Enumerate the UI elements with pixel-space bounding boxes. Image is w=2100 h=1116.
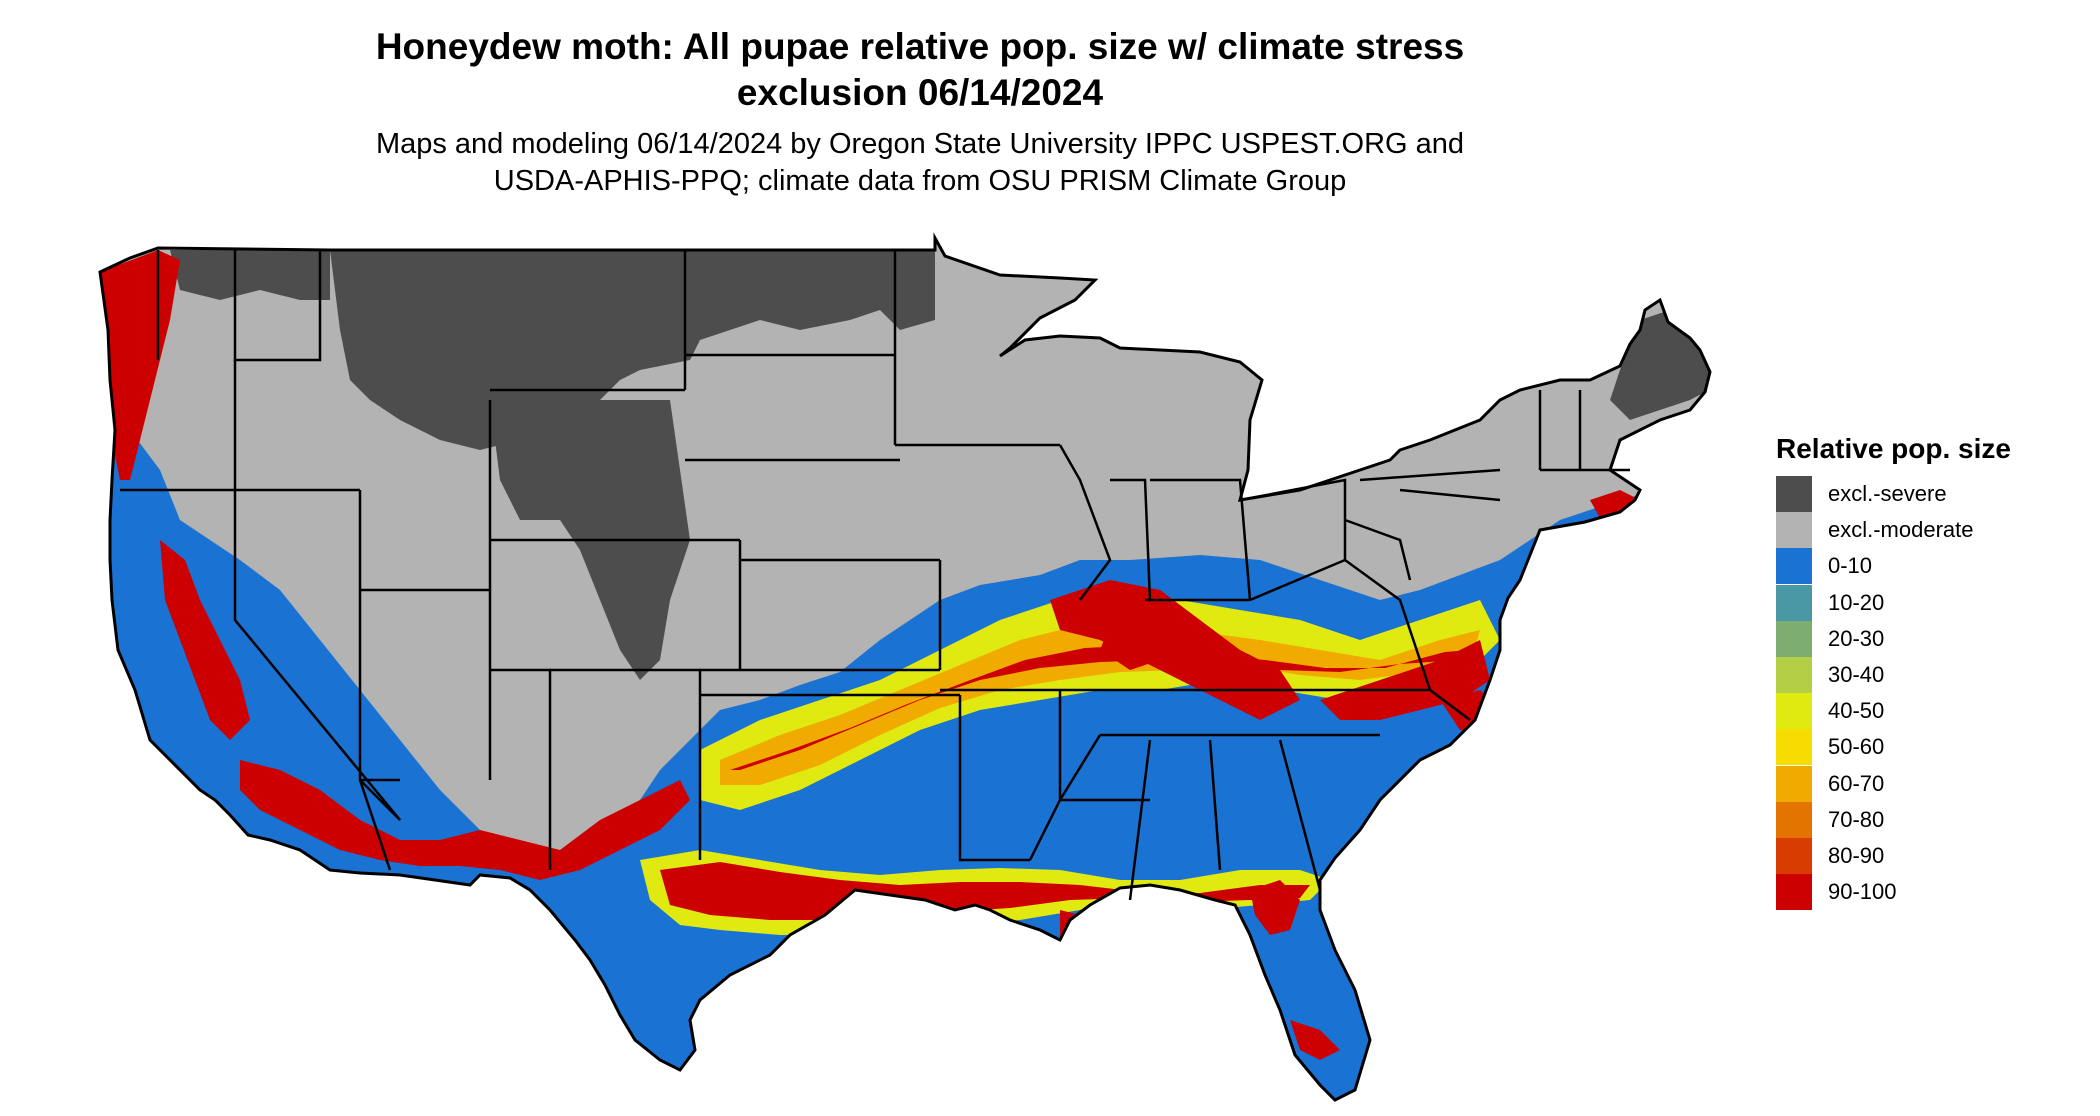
legend-swatch — [1776, 620, 1812, 657]
legend-label: 40-50 — [1828, 698, 1885, 724]
legend-title: Relative pop. size — [1776, 433, 2011, 464]
legend-item: 70-80 — [1776, 801, 2076, 838]
legend-label: excl.-moderate — [1828, 517, 1974, 543]
map-subtitle-line2: USDA-APHIS-PPQ; climate data from OSU PR… — [493, 165, 1347, 197]
legend-item: 60-70 — [1776, 765, 2076, 802]
legend-item: 90-100 — [1776, 874, 2076, 911]
legend-swatch — [1776, 693, 1812, 730]
map-subtitle: Maps and modeling 06/14/2024 by Oregon S… — [290, 126, 1550, 200]
legend-label: 10-20 — [1828, 589, 1885, 615]
legend-swatch — [1776, 476, 1812, 513]
legend-swatch — [1776, 584, 1812, 621]
map-title-line2: exclusion 06/14/2024 — [736, 72, 1104, 113]
legend-label: 50-60 — [1828, 734, 1885, 760]
legend-label: 0-10 — [1828, 553, 1873, 579]
legend-label: 60-70 — [1828, 770, 1885, 796]
legend-item: 0-10 — [1776, 548, 2076, 585]
legend: Relative pop. size excl.-severe excl.-mod… — [1776, 432, 2076, 911]
legend-item: 10-20 — [1776, 584, 2076, 621]
legend-item: 50-60 — [1776, 729, 2076, 766]
map-title: Honeydew moth: All pupae relative pop. s… — [330, 24, 1510, 116]
legend-swatch — [1776, 874, 1812, 911]
legend-label: excl.-severe — [1828, 481, 1947, 507]
legend-item: 30-40 — [1776, 657, 2076, 694]
legend-label: 80-90 — [1828, 842, 1885, 868]
legend-swatch — [1776, 512, 1812, 549]
legend-label: 30-40 — [1828, 662, 1885, 688]
legend-item: excl.-severe — [1776, 476, 2076, 513]
map-title-line1: Honeydew moth: All pupae relative pop. s… — [375, 26, 1465, 67]
legend-items: excl.-severe excl.-moderate 0-10 10-20 20-30… — [1776, 476, 2076, 911]
legend-swatch — [1776, 729, 1812, 766]
legend-swatch — [1776, 837, 1812, 874]
legend-label: 90-100 — [1828, 879, 1897, 905]
legend-swatch — [1776, 801, 1812, 838]
map-subtitle-line1: Maps and modeling 06/14/2024 by Oregon S… — [375, 128, 1465, 160]
legend-swatch — [1776, 657, 1812, 694]
legend-label: 20-30 — [1828, 625, 1885, 651]
legend-item: 80-90 — [1776, 837, 2076, 874]
legend-label: 70-80 — [1828, 806, 1885, 832]
legend-swatch — [1776, 548, 1812, 585]
legend-item: excl.-moderate — [1776, 512, 2076, 549]
state-boundaries — [120, 250, 1630, 901]
us-outline — [98, 232, 1712, 1102]
legend-swatch — [1776, 765, 1812, 802]
legend-item: 40-50 — [1776, 693, 2076, 730]
legend-item: 20-30 — [1776, 620, 2076, 657]
